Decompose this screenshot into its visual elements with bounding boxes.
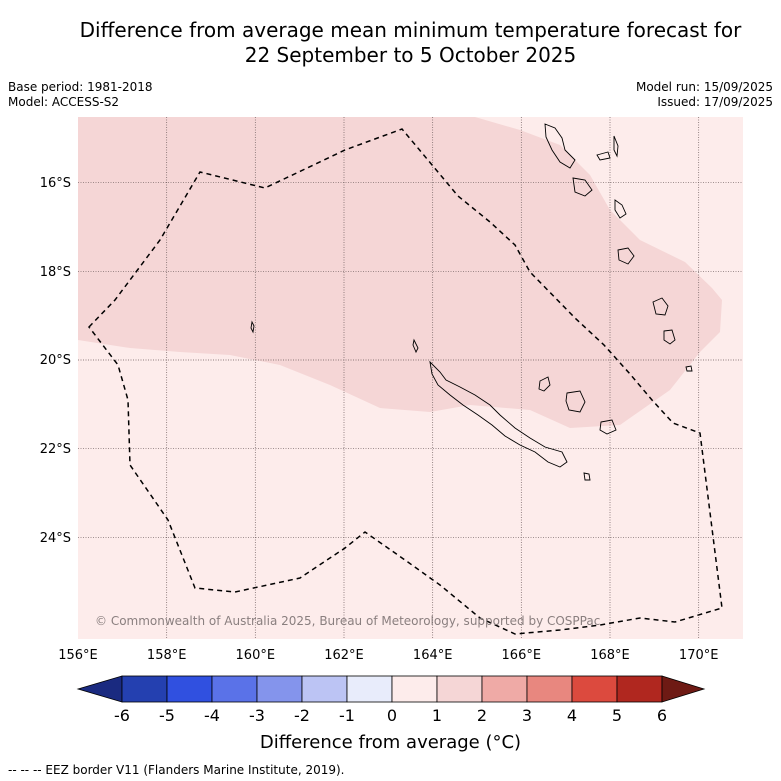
colorbar-bin--3: [256, 675, 303, 703]
efate: [617, 247, 635, 265]
lifou-island: [565, 390, 586, 413]
model-name: Model: ACCESS-S2: [8, 95, 120, 109]
chart-title: Difference from average mean minimum tem…: [0, 18, 781, 68]
eez-footer-note: -- -- -- EEZ border V11 (Flanders Marine…: [8, 763, 345, 777]
colorbar-bin--6: [121, 675, 168, 703]
lon-tick-166: 166°E: [502, 648, 542, 663]
tanna: [663, 329, 676, 345]
colorbar: [76, 675, 706, 703]
colorbar-bin-1: [436, 675, 483, 703]
cbar-tick-neg4: -4: [204, 706, 220, 725]
lon-tick-158: 158°E: [147, 648, 187, 663]
colorbar-extend-low: [76, 675, 123, 703]
cbar-tick-1: 1: [432, 706, 442, 725]
new-caledonia-grande-terre: [429, 360, 568, 468]
graticule: [78, 117, 743, 639]
lat-tick-24: 24°S: [40, 531, 71, 546]
cbar-tick-0: 0: [387, 706, 397, 725]
cbar-tick-neg3: -3: [249, 706, 265, 725]
cbar-tick-6: 6: [657, 706, 667, 725]
title-line-1: Difference from average mean minimum tem…: [79, 18, 742, 42]
epi-shepherd: [614, 199, 627, 219]
lon-tick-labels: 156°E 158°E 160°E 162°E 164°E 166°E 168°…: [58, 648, 718, 663]
pentecost: [596, 151, 611, 161]
lon-tick-162: 162°E: [324, 648, 364, 663]
lon-tick-164: 164°E: [413, 648, 453, 663]
colorbar-tick-labels: -6 -5 -4 -3 -2 -1 0 1 2 3 4 5 6: [114, 706, 667, 725]
ouvea-island: [538, 376, 551, 392]
colorbar-bin--5: [166, 675, 213, 703]
colorbar-bin--4: [211, 675, 258, 703]
colorbar-label: Difference from average (°C): [259, 732, 522, 753]
lon-tick-156: 156°E: [58, 648, 98, 663]
cbar-tick-neg1: -1: [339, 706, 355, 725]
cbar-tick-neg2: -2: [294, 706, 310, 725]
meta-right: Model run: 15/09/2025 Issued: 17/09/2025: [636, 80, 773, 110]
copyright-credit: © Commonwealth of Australia 2025, Bureau…: [95, 614, 601, 628]
erromango: [652, 297, 669, 316]
model-run: Model run: 15/09/2025: [635, 80, 773, 94]
colorbar-bin-5: [616, 675, 663, 703]
title-line-2: 22 September to 5 October 2025: [244, 43, 577, 67]
cbar-tick-3: 3: [522, 706, 532, 725]
lat-tick-18: 18°S: [40, 265, 71, 280]
colorbar-bin-2: [481, 675, 528, 703]
lat-tick-20: 20°S: [40, 353, 71, 368]
maewo: [613, 135, 619, 158]
colorbar-bin--2: [301, 675, 348, 703]
colorbar-bin-4: [571, 675, 618, 703]
cbar-tick-5: 5: [612, 706, 622, 725]
cbar-tick-neg5: -5: [159, 706, 175, 725]
lat-tick-22: 22°S: [40, 442, 71, 457]
base-period: Base period: 1981-2018: [8, 80, 153, 94]
lat-tick-16: 16°S: [40, 176, 71, 191]
warm-anomaly-region: [78, 117, 722, 428]
colorbar-extend-high: [661, 675, 706, 703]
cbar-tick-2: 2: [477, 706, 487, 725]
cbar-tick-4: 4: [567, 706, 577, 725]
chesterfield-islets: [250, 320, 255, 334]
eez-border: [88, 128, 723, 635]
issued-date: Issued: 17/09/2025: [657, 95, 773, 109]
meta-left: Base period: 1981-2018 Model: ACCESS-S2: [8, 80, 153, 110]
cbar-tick-neg6: -6: [114, 706, 130, 725]
colorbar-bin--1: [346, 675, 393, 703]
malekula: [572, 177, 593, 197]
lon-tick-168: 168°E: [590, 648, 630, 663]
belep-islands: [412, 338, 419, 354]
aneityum: [685, 365, 693, 372]
colorbar-bin-3: [526, 675, 573, 703]
lon-tick-160: 160°E: [236, 648, 276, 663]
lon-tick-170: 170°E: [679, 648, 719, 663]
espiritu-santo: [544, 123, 576, 169]
colorbar-bin-0: [391, 675, 438, 703]
mare-island: [599, 419, 617, 435]
lat-tick-labels: 16°S 18°S 20°S 22°S 24°S: [40, 176, 71, 546]
isle-of-pines: [583, 472, 591, 481]
